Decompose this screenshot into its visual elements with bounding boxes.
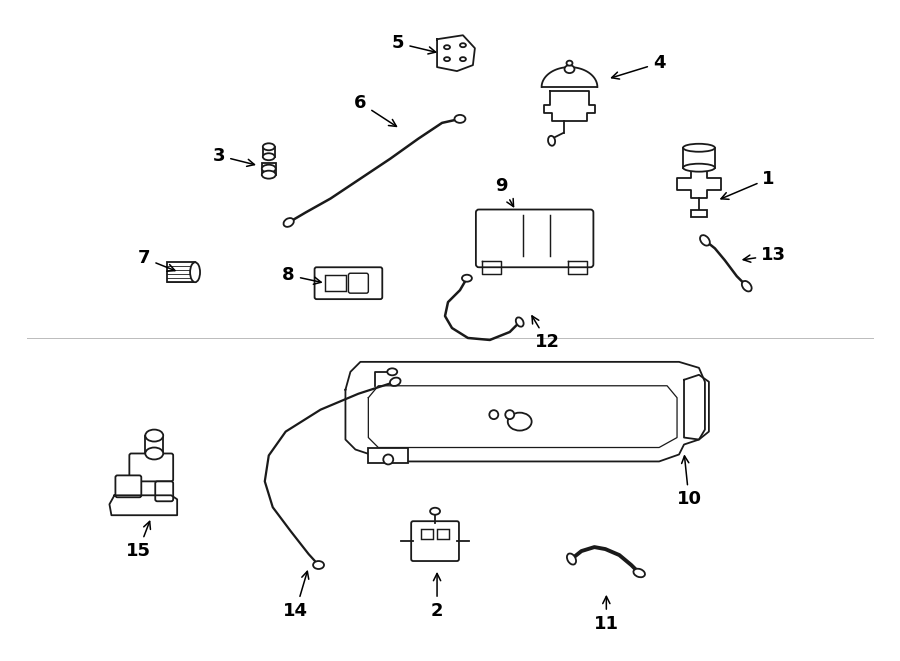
Ellipse shape [567,553,576,564]
FancyBboxPatch shape [348,273,368,293]
Ellipse shape [444,57,450,61]
Ellipse shape [444,45,450,49]
Text: 4: 4 [612,54,665,79]
Ellipse shape [145,447,163,459]
Ellipse shape [462,275,472,282]
Polygon shape [437,35,475,71]
FancyBboxPatch shape [155,481,173,501]
Circle shape [383,455,393,465]
Bar [437,529,449,539]
Ellipse shape [262,171,275,178]
FancyBboxPatch shape [476,210,593,267]
Ellipse shape [263,143,274,150]
Text: 12: 12 [532,316,560,351]
Bar [691,210,707,217]
Polygon shape [346,362,705,461]
Ellipse shape [564,65,574,73]
Ellipse shape [284,218,293,227]
Text: 13: 13 [743,247,786,264]
Ellipse shape [263,153,274,160]
Polygon shape [542,67,598,87]
Ellipse shape [313,561,324,569]
Text: 11: 11 [594,596,619,633]
Ellipse shape [505,410,514,419]
Text: 15: 15 [126,522,151,560]
Text: 2: 2 [431,574,444,620]
Ellipse shape [490,410,499,419]
Text: 14: 14 [284,571,309,620]
Bar [683,148,715,168]
Ellipse shape [387,368,397,375]
Bar [145,436,163,453]
Ellipse shape [508,412,532,430]
Polygon shape [569,261,588,274]
Polygon shape [482,261,500,274]
Ellipse shape [190,262,200,282]
Text: 3: 3 [212,147,255,167]
Polygon shape [544,91,596,121]
Ellipse shape [548,136,555,145]
Ellipse shape [460,43,466,47]
Text: 10: 10 [677,456,701,508]
Text: 8: 8 [283,266,321,284]
Text: 1: 1 [721,170,775,200]
Text: 6: 6 [354,94,397,126]
Bar [325,275,346,291]
FancyBboxPatch shape [115,475,141,497]
FancyBboxPatch shape [130,453,173,481]
Ellipse shape [262,165,275,173]
Ellipse shape [430,508,440,515]
Polygon shape [684,375,709,440]
Bar [262,163,275,175]
Ellipse shape [634,568,645,577]
FancyBboxPatch shape [411,521,459,561]
Text: 9: 9 [496,176,514,207]
Ellipse shape [390,377,400,386]
Bar [263,147,274,157]
Text: 7: 7 [138,249,175,271]
Bar [167,262,195,282]
Ellipse shape [700,235,710,246]
Ellipse shape [683,144,715,152]
Bar [421,529,433,539]
Ellipse shape [566,61,572,65]
Text: 5: 5 [392,34,436,54]
Bar [368,447,409,463]
Ellipse shape [683,164,715,172]
Ellipse shape [742,281,751,292]
Ellipse shape [516,317,524,327]
Ellipse shape [460,57,466,61]
Ellipse shape [454,115,465,123]
FancyBboxPatch shape [315,267,382,299]
Polygon shape [110,495,177,515]
Polygon shape [677,170,721,198]
Ellipse shape [145,430,163,442]
